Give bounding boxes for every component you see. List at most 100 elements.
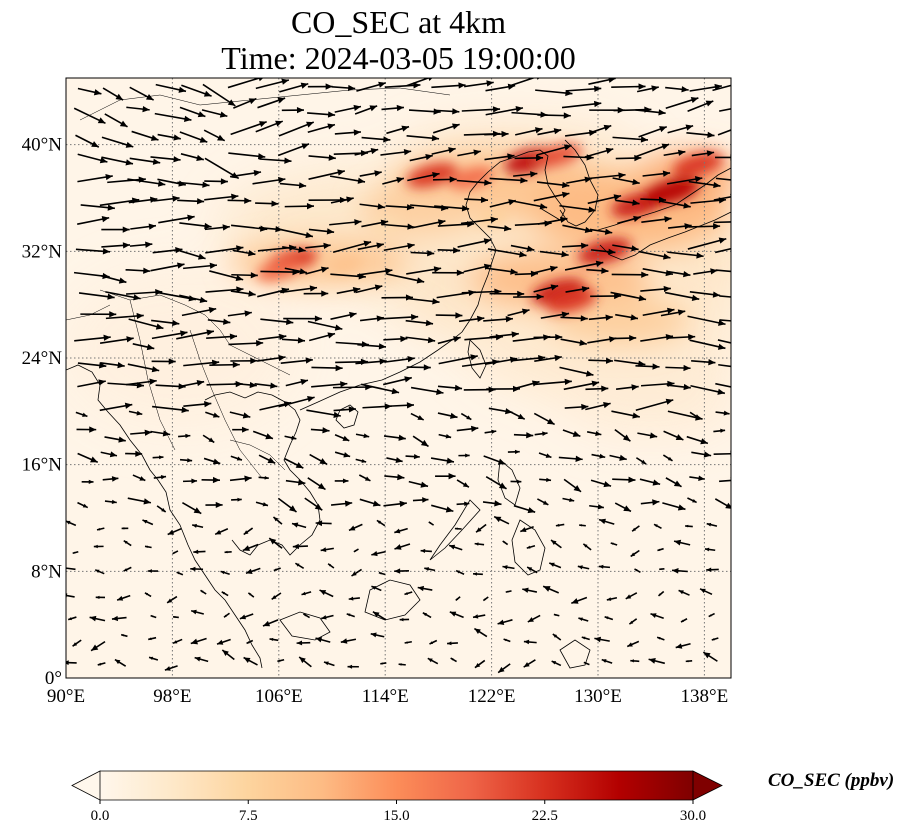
wind-arrow <box>594 636 610 643</box>
y-tick-label: 32°N <box>22 241 63 262</box>
wind-arrow <box>332 240 372 254</box>
wind-arrow <box>685 524 693 528</box>
wind-arrow <box>282 245 306 253</box>
x-tick-label: 90°E <box>47 686 85 707</box>
wind-arrow <box>104 436 126 443</box>
wind-arrow <box>489 290 525 298</box>
wind-arrow <box>172 638 183 645</box>
wind-arrow <box>96 527 105 531</box>
wind-arrow <box>536 144 572 156</box>
wind-arrow <box>77 173 113 183</box>
wind-arrow <box>719 319 731 322</box>
wind-arrow <box>460 412 472 421</box>
wind-arrow <box>539 250 569 258</box>
wind-arrow <box>431 147 456 155</box>
wind-arrow <box>192 523 204 529</box>
wind-arrow <box>472 572 483 576</box>
wind-arrow <box>715 269 731 273</box>
x-tick-label: 106°E <box>255 686 303 707</box>
wind-arrow <box>356 81 386 92</box>
x-axis-tick-labels: 90°E 98°E 106°E 114°E 122°E 130°E 138°E <box>47 686 728 707</box>
wind-arrow <box>306 409 341 418</box>
wind-arrow <box>455 569 465 575</box>
wind-arrow <box>209 361 240 368</box>
wind-arrow <box>394 543 411 550</box>
wind-arrow <box>522 587 538 593</box>
wind-arrow <box>255 120 284 133</box>
wind-arrow <box>505 590 512 593</box>
wind-arrow <box>151 319 180 327</box>
wind-arrow <box>411 219 446 229</box>
wind-arrow <box>662 454 673 462</box>
wind-arrow <box>111 615 127 622</box>
wind-arrow <box>72 551 79 555</box>
wind-arrow <box>202 83 236 107</box>
wind-arrow <box>665 97 699 109</box>
plume-2 <box>328 256 363 274</box>
wind-arrow <box>334 434 350 442</box>
wind-arrow <box>690 384 726 395</box>
wind-arrow <box>285 378 309 387</box>
wind-arrow <box>642 268 674 277</box>
wind-arrow <box>348 523 363 532</box>
wind-arrow <box>464 80 494 88</box>
wind-arrow <box>150 614 157 619</box>
wind-arrow <box>564 403 589 411</box>
wind-arrow <box>617 215 641 225</box>
wind-arrow <box>612 177 640 186</box>
wind-arrow <box>315 637 331 643</box>
wind-arrow <box>147 569 159 573</box>
wind-arrow <box>284 267 308 275</box>
colorbar-tick-label: 30.0 <box>680 808 706 824</box>
wind-arrow <box>562 497 575 503</box>
wind-arrow <box>394 568 410 574</box>
wind-arrow <box>150 430 171 437</box>
wind-arrow <box>376 519 386 527</box>
wind-arrow <box>221 649 235 661</box>
wind-arrow <box>310 427 330 434</box>
wind-arrow <box>271 592 282 600</box>
wind-arrow <box>657 590 665 597</box>
wind-arrow <box>245 567 261 575</box>
wind-arrow <box>220 570 230 576</box>
wind-arrow <box>510 411 526 420</box>
wind-arrow <box>330 500 353 507</box>
wind-arrow <box>355 284 383 294</box>
wind-arrow <box>706 567 719 573</box>
wind-arrow <box>277 497 297 513</box>
wind-arrow <box>101 156 134 166</box>
wind-arrow <box>638 125 668 138</box>
wind-arrow <box>437 384 463 392</box>
wind-arrow <box>283 315 322 322</box>
wind-arrow <box>693 268 718 275</box>
wind-arrow <box>153 474 167 480</box>
wind-arrow <box>77 87 102 96</box>
wind-arrow <box>640 196 667 203</box>
y-tick-label: 24°N <box>22 348 63 369</box>
wind-arrow <box>642 307 675 317</box>
wind-arrow <box>615 384 639 391</box>
wind-arrow <box>340 638 357 644</box>
wind-arrow <box>433 176 457 183</box>
wind-arrow <box>205 245 244 254</box>
wind-arrow <box>513 200 548 210</box>
wind-arrow <box>179 294 208 303</box>
wind-arrow <box>548 562 562 569</box>
wind-arrow <box>205 286 244 293</box>
wind-arrow <box>229 169 262 178</box>
wind-arrow <box>334 451 351 458</box>
wind-arrow <box>371 585 382 592</box>
wind-arrow <box>715 177 731 181</box>
wind-arrow <box>378 571 386 576</box>
wind-arrow <box>291 522 307 529</box>
wind-arrow <box>635 457 647 465</box>
wind-arrow <box>258 454 276 464</box>
wind-arrow <box>77 216 110 225</box>
coastlines <box>66 139 731 669</box>
wind-arrow <box>252 176 286 185</box>
wind-arrow <box>427 657 439 665</box>
wind-arrow <box>132 343 155 351</box>
wind-arrow <box>81 479 94 484</box>
wind-arrow <box>513 293 544 300</box>
wind-arrow <box>72 639 82 647</box>
